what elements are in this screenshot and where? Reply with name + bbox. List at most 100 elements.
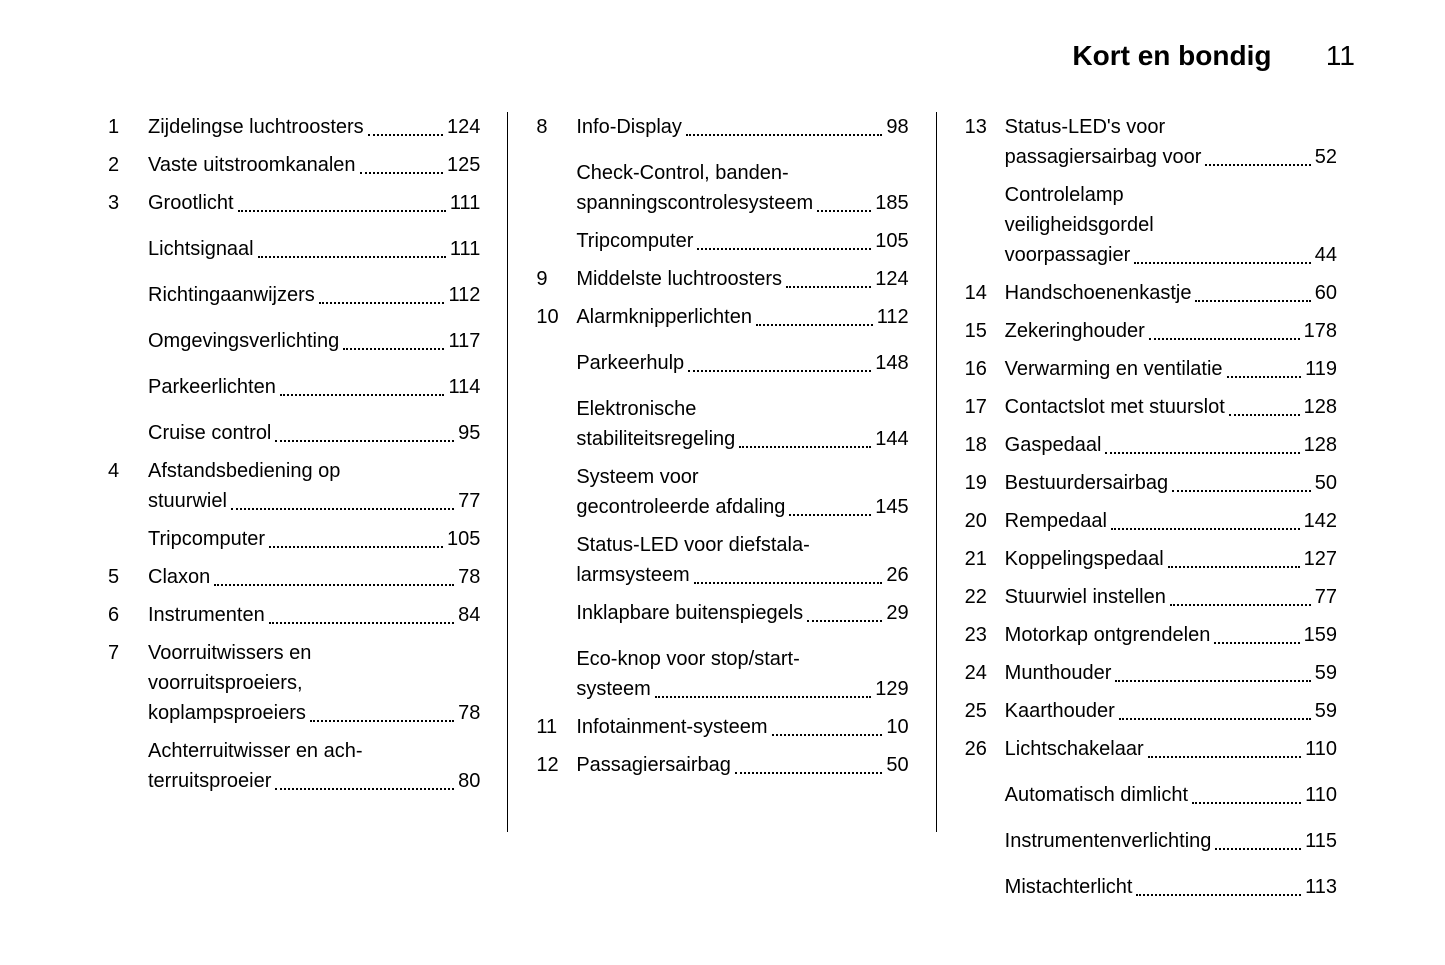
entry-content: Middelste luchtroosters124 xyxy=(576,264,908,294)
entry-number: 18 xyxy=(965,430,1005,460)
entry-spacer xyxy=(576,386,908,394)
entry-label: Parkeerlichten xyxy=(148,372,276,402)
toc-entry: 7Voorruitwissers envoorruitsproeiers,kop… xyxy=(108,638,480,796)
entry-label: voorpassagier xyxy=(1005,240,1131,270)
entry-page-ref: 185 xyxy=(875,188,908,218)
entry-label: Afstandsbediening op xyxy=(148,456,480,486)
entry-label: Stuurwiel instellen xyxy=(1005,582,1166,612)
entry-label: Zekeringhouder xyxy=(1005,316,1145,346)
entry-content: Bestuurdersairbag50 xyxy=(1005,468,1337,498)
leader-dots xyxy=(258,256,446,258)
leader-dots xyxy=(1172,490,1311,492)
toc-row: Grootlicht111 xyxy=(148,188,480,218)
leader-dots xyxy=(786,286,871,288)
entry-content: Munthouder59 xyxy=(1005,658,1337,688)
toc-entry: 13Status-LED's voorpassagiersairbag voor… xyxy=(965,112,1337,270)
entry-page-ref: 105 xyxy=(875,226,908,256)
entry-page-ref: 124 xyxy=(875,264,908,294)
toc-row: Handschoenenkastje60 xyxy=(1005,278,1337,308)
entry-label: spanningscontrolesysteem xyxy=(576,188,813,218)
entry-label: Munthouder xyxy=(1005,658,1112,688)
entry-page-ref: 29 xyxy=(886,598,908,628)
entry-content: Gaspedaal 128 xyxy=(1005,430,1337,460)
toc-row: Zijdelingse luchtroosters124 xyxy=(148,112,480,142)
leader-dots xyxy=(1195,300,1310,302)
toc-row: Eco-knop voor stop/start-systeem129 xyxy=(576,644,908,704)
leader-dots xyxy=(1192,802,1301,804)
entry-page-ref: 60 xyxy=(1315,278,1337,308)
toc-entry: 12Passagiersairbag50 xyxy=(536,750,908,780)
entry-label: voorruitsproeiers, xyxy=(148,668,480,698)
entry-page-ref: 44 xyxy=(1315,240,1337,270)
entry-label: systeem xyxy=(576,674,650,704)
entry-label: Contactslot met stuurslot xyxy=(1005,392,1225,422)
toc-entry: 15Zekeringhouder178 xyxy=(965,316,1337,346)
leader-dots xyxy=(214,584,454,586)
toc-row: Elektronischestabiliteitsregeling144 xyxy=(576,394,908,454)
entry-page-ref: 144 xyxy=(875,424,908,454)
entry-number: 26 xyxy=(965,734,1005,902)
entry-spacer xyxy=(576,636,908,644)
toc-row: Parkeerlichten114 xyxy=(148,372,480,402)
entry-number: 8 xyxy=(536,112,576,256)
leader-dots xyxy=(368,134,443,136)
leader-dots xyxy=(343,348,444,350)
entry-page-ref: 77 xyxy=(458,486,480,516)
entry-number: 1 xyxy=(108,112,148,142)
leader-dots xyxy=(807,620,882,622)
toc-row: Koppelingspedaal127 xyxy=(1005,544,1337,574)
toc-entry: 11Infotainment-systeem10 xyxy=(536,712,908,742)
entry-spacer xyxy=(576,590,908,598)
toc-entry: 18Gaspedaal 128 xyxy=(965,430,1337,460)
manual-page: Kort en bondig 11 1Zijdelingse luchtroos… xyxy=(0,0,1445,965)
leader-dots xyxy=(1168,566,1300,568)
toc-row: Status-LED voor diefstala-larmsysteem26 xyxy=(576,530,908,590)
entry-page-ref: 78 xyxy=(458,698,480,728)
entry-label: Status-LED's voor xyxy=(1005,112,1337,142)
leader-dots xyxy=(1205,164,1310,166)
entry-label: veiligheidsgordel xyxy=(1005,210,1337,240)
leader-dots xyxy=(1119,718,1311,720)
entry-label: Richtingaanwijzers xyxy=(148,280,315,310)
entry-page-ref: 52 xyxy=(1315,142,1337,172)
page-header: Kort en bondig 11 xyxy=(60,40,1385,72)
toc-column: 1Zijdelingse luchtroosters1242Vaste uits… xyxy=(80,112,508,910)
entry-page-ref: 127 xyxy=(1304,544,1337,574)
entry-last-line: systeem129 xyxy=(576,674,908,704)
toc-entry: 21Koppelingspedaal127 xyxy=(965,544,1337,574)
entry-page-ref: 142 xyxy=(1304,506,1337,536)
leader-dots xyxy=(319,302,445,304)
entry-page-ref: 124 xyxy=(447,112,480,142)
toc-row: Rempedaal142 xyxy=(1005,506,1337,536)
leader-dots xyxy=(1227,376,1302,378)
entry-page-ref: 128 xyxy=(1304,430,1337,460)
entry-content: Handschoenenkastje60 xyxy=(1005,278,1337,308)
entry-page-ref: 10 xyxy=(886,712,908,742)
entry-label: passagiersairbag voor xyxy=(1005,142,1202,172)
toc-entry: 22Stuurwiel instellen77 xyxy=(965,582,1337,612)
toc-row: Lichtsignaal111 xyxy=(148,234,480,264)
entry-label: Gaspedaal xyxy=(1005,430,1102,460)
entry-spacer xyxy=(576,454,908,462)
entry-content: Zijdelingse luchtroosters124 xyxy=(148,112,480,142)
entry-label: stabiliteitsregeling xyxy=(576,424,735,454)
entry-page-ref: 112 xyxy=(448,280,480,310)
leader-dots xyxy=(231,508,454,510)
entry-last-line: voorpassagier 44 xyxy=(1005,240,1337,270)
entry-number: 21 xyxy=(965,544,1005,574)
entry-content: Voorruitwissers envoorruitsproeiers,kopl… xyxy=(148,638,480,796)
entry-spacer xyxy=(148,516,480,524)
entry-label: terruitsproeier xyxy=(148,766,271,796)
entry-label: Infotainment-systeem xyxy=(576,712,767,742)
leader-dots xyxy=(789,514,871,516)
toc-row: Stuurwiel instellen77 xyxy=(1005,582,1337,612)
entry-spacer xyxy=(148,318,480,326)
entry-label: Claxon xyxy=(148,562,210,592)
page-number: 11 xyxy=(1326,40,1355,71)
entry-number: 4 xyxy=(108,456,148,554)
entry-label: Eco-knop voor stop/start- xyxy=(576,644,908,674)
entry-label: Achterruitwisser en ach- xyxy=(148,736,480,766)
entry-number: 12 xyxy=(536,750,576,780)
entry-spacer xyxy=(148,728,480,736)
entry-last-line: koplampsproeiers78 xyxy=(148,698,480,728)
